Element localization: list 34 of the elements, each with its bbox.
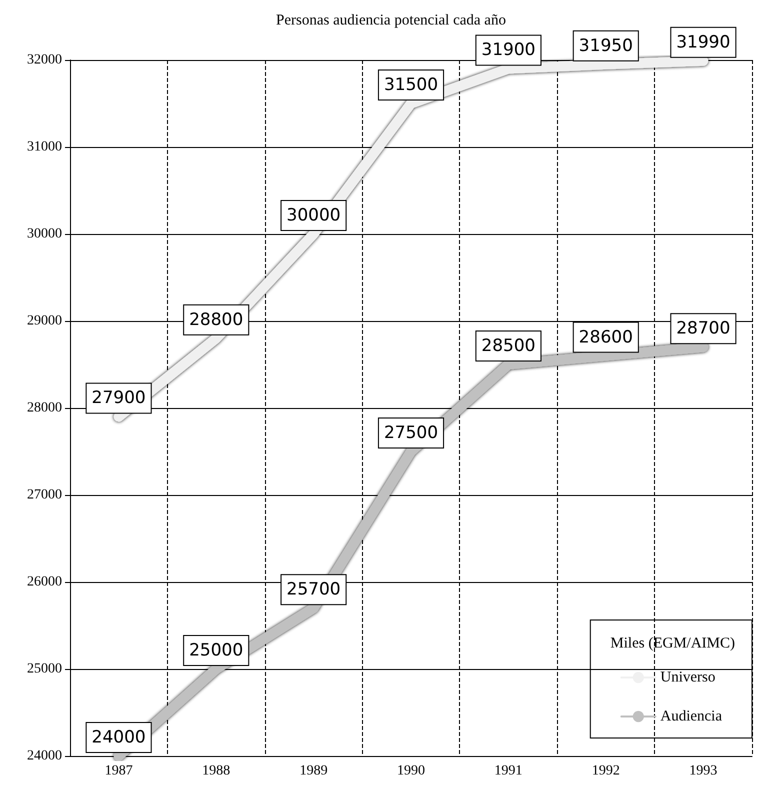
x-tick-label: 1989	[300, 764, 328, 778]
y-tick-label: 25000	[27, 662, 62, 676]
data-label: 30000	[286, 206, 341, 226]
y-tick-label: 24000	[27, 748, 62, 764]
data-label: 25000	[189, 640, 244, 660]
data-label: 24000	[92, 728, 146, 748]
y-tick-label: 27000	[27, 488, 62, 502]
data-label: 25700	[286, 580, 341, 600]
x-tick-label: 1988	[202, 764, 230, 778]
x-tick-label: 1990	[397, 764, 425, 778]
y-tick-label: 29000	[27, 314, 62, 328]
chart-title: Personas audiencia potencial cada año	[276, 12, 506, 28]
legend-label: Audiencia	[660, 708, 722, 724]
x-tick-label: 1993	[689, 764, 718, 778]
legend-label: Universo	[660, 670, 716, 686]
y-tick-label: 32000	[27, 52, 62, 68]
data-label: 27500	[384, 423, 438, 443]
data-label: 27900	[92, 388, 146, 408]
x-tick-label: 1987	[104, 764, 133, 778]
x-tick-label: 1991	[494, 764, 522, 778]
legend-title: Miles (EGM/AIMC)	[610, 636, 736, 652]
data-label: 31950	[578, 36, 633, 56]
data-label: 28500	[481, 336, 536, 356]
data-label: 31900	[481, 40, 536, 60]
data-label: 31500	[384, 75, 438, 95]
x-tick-label: 1992	[592, 764, 620, 778]
y-tick-label: 26000	[27, 574, 62, 590]
y-tick-label: 28000	[27, 400, 62, 416]
y-tick-label: 30000	[27, 226, 62, 242]
data-label: 31990	[676, 32, 730, 52]
y-tick-label: 31000	[27, 140, 62, 154]
data-label: 28800	[189, 310, 244, 330]
data-label: 28600	[578, 327, 633, 348]
data-label: 28700	[676, 318, 730, 339]
